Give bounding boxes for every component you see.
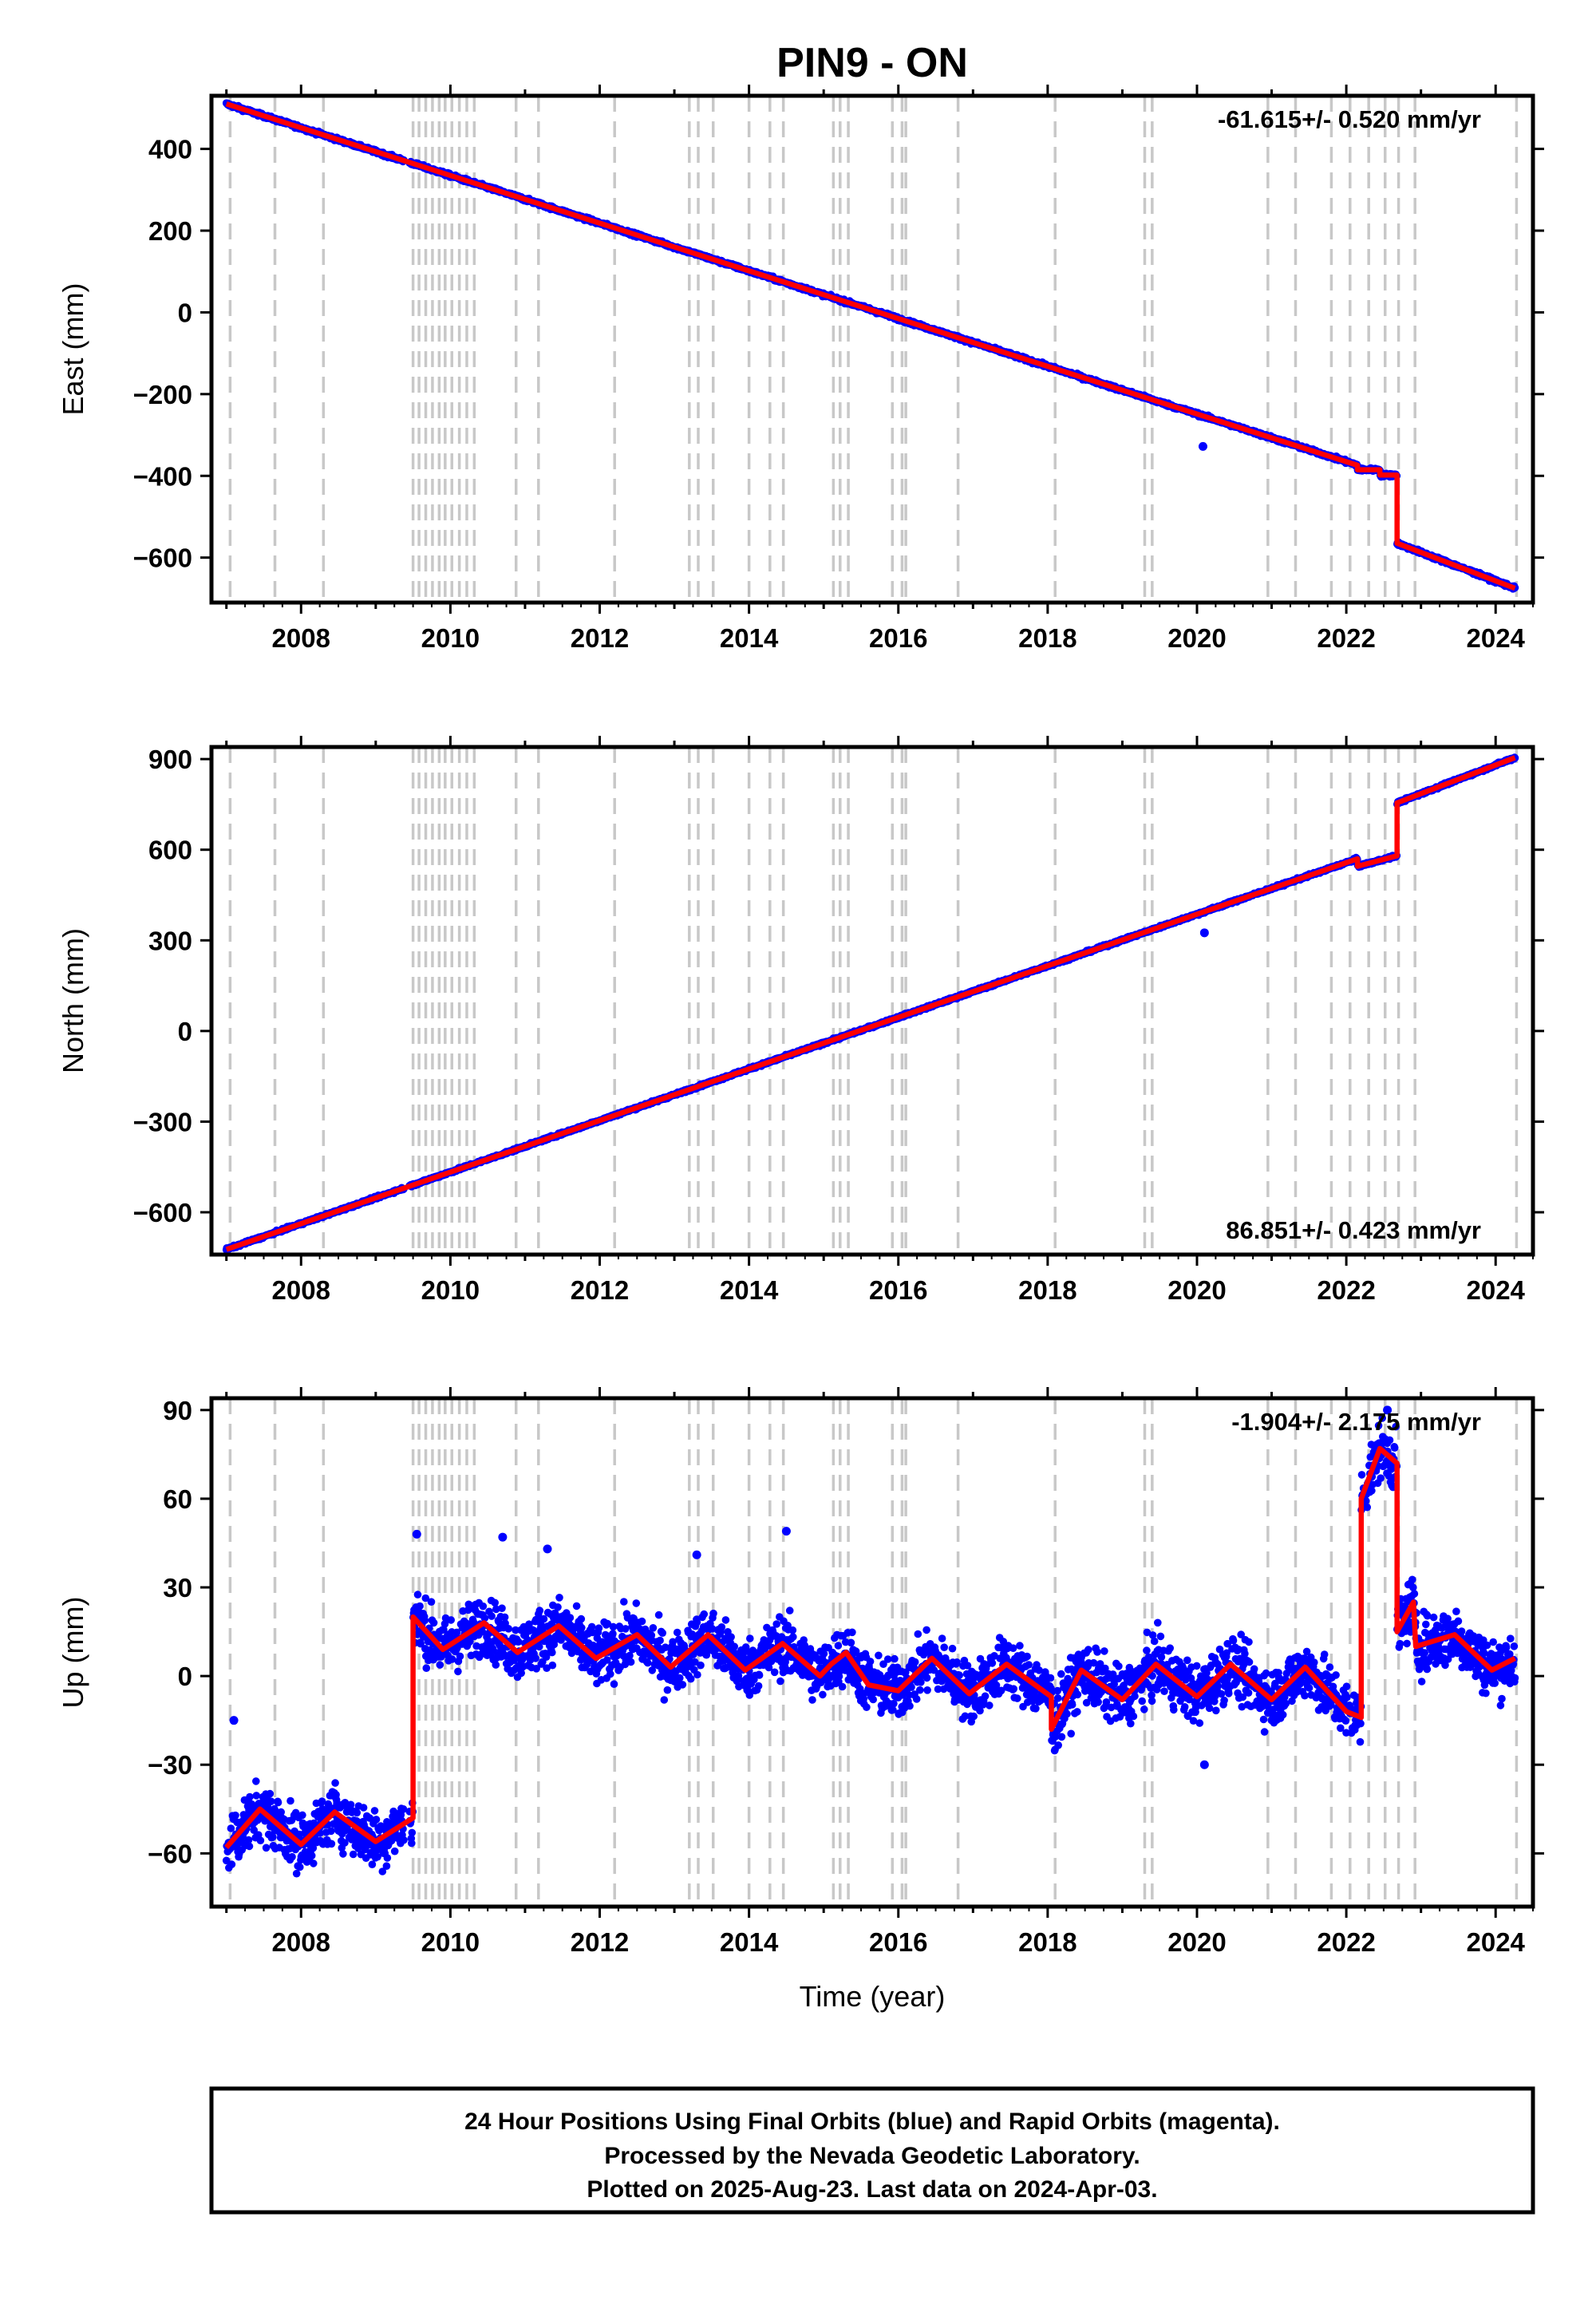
x-tick-label: 2018 <box>1018 623 1077 653</box>
x-tick-label: 2016 <box>869 623 927 653</box>
plot-frame <box>209 93 1535 605</box>
x-tick-label: 2022 <box>1317 623 1375 653</box>
data-points <box>222 753 1519 1254</box>
y-tick-label: −200 <box>133 380 192 409</box>
chart-title: PIN9 - ON <box>776 40 968 86</box>
x-tick-label: 2020 <box>1167 623 1226 653</box>
x-axis: 2008 2010 2012 2014 2016 2018 2020 2022 2024 <box>225 85 1534 653</box>
y-tick-label: −400 <box>133 461 192 491</box>
outlier-point <box>1198 441 1207 451</box>
y-axis: 400 200 0 −200 −400 −600 East (mm) <box>57 135 1544 573</box>
y-tick-label: 400 <box>148 135 192 164</box>
model-line <box>225 101 1516 591</box>
y-tick-label: 0 <box>178 298 192 327</box>
north-panel: 2008 2010 2012 2014 2016 2018 2020 2022 20249006… <box>57 736 1544 1305</box>
x-tick-label: 2014 <box>720 623 779 653</box>
x-tick-label: 2024 <box>1467 623 1526 653</box>
velocity-label: -61.615+/- 0.520 mm/yr <box>1218 105 1481 133</box>
y-tick-label: −600 <box>133 543 192 573</box>
data-points <box>222 99 1519 593</box>
east-panel: 2008 2010 2012 2014 2016 2018 2020 2022 2024 400 2… <box>57 85 1544 653</box>
event-lines <box>228 96 1519 603</box>
x-tick-label: 2012 <box>571 623 629 653</box>
y-tick-label: 200 <box>148 216 192 246</box>
y-axis-label: East (mm) <box>57 283 89 416</box>
x-tick-label: 2010 <box>421 623 480 653</box>
x-tick-label: 2008 <box>272 623 330 653</box>
model-fit <box>225 101 1516 591</box>
